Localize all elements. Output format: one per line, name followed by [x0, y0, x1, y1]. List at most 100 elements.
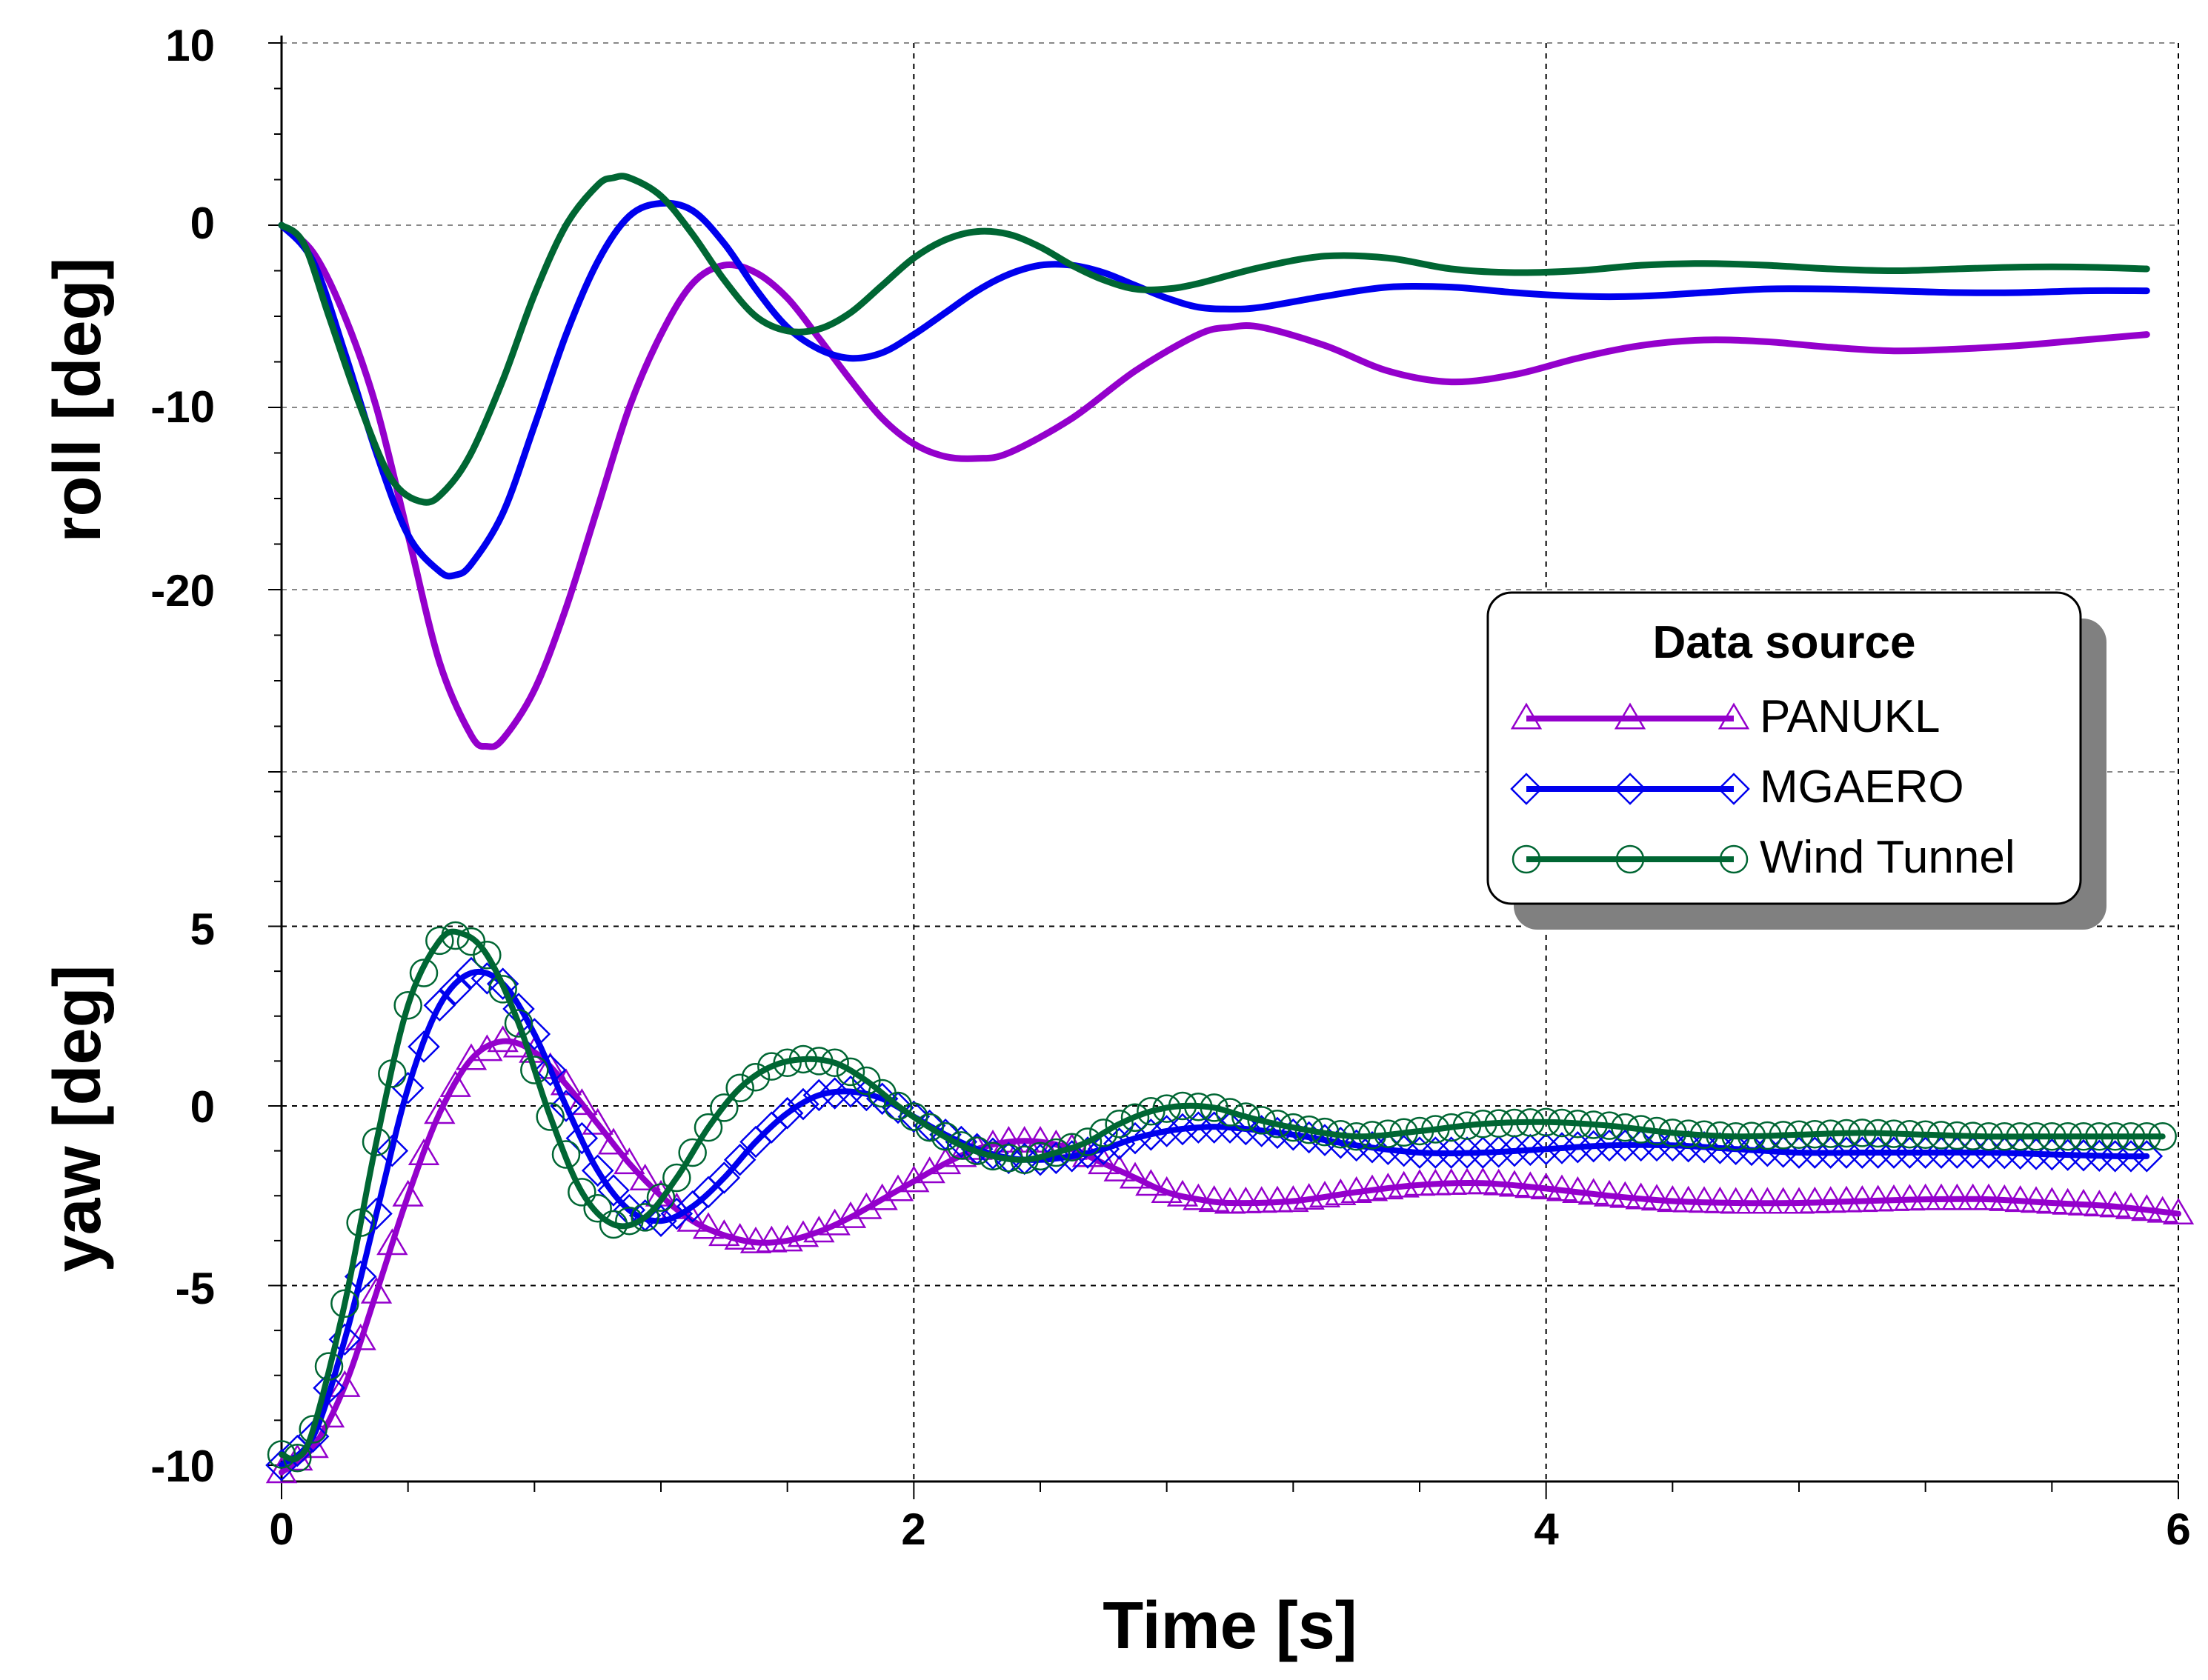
yaw-point-wind-tunnel: [473, 941, 502, 970]
yaw-point-mgaero: [565, 1121, 599, 1155]
yaw-series-panukl: [279, 1038, 2181, 1476]
yaw-point-wind-tunnel: [741, 1062, 771, 1092]
series-layer: [265, 173, 2195, 1484]
yaw-point-wind-tunnel: [931, 1121, 960, 1151]
yaw-point-panukl: [582, 1107, 613, 1135]
yaw-point-wind-tunnel: [1089, 1119, 1118, 1147]
yaw-point-wind-tunnel: [820, 1048, 849, 1078]
yaw-point-wind-tunnel: [504, 1009, 533, 1038]
yaw-point-mgaero: [1150, 1115, 1183, 1147]
yaw-point-wind-tunnel: [409, 959, 439, 987]
yaw-point-mgaero: [2067, 1139, 2100, 1172]
yaw-point-mgaero: [1624, 1129, 1657, 1162]
xtick-label-0: 0: [269, 1504, 293, 1554]
xtick-label-4: 4: [1534, 1504, 1559, 1554]
yaw-point-mgaero: [1546, 1132, 1578, 1164]
legend-marker-mgaero: [1614, 773, 1646, 805]
yaw-point-mgaero: [1798, 1136, 1832, 1169]
yaw-point-wind-tunnel: [1057, 1133, 1086, 1162]
yaw-point-mgaero: [439, 973, 472, 1006]
yaw-series-wind-tunnel: [279, 928, 2166, 1463]
legend-label-panukl: PANUKL: [1760, 691, 1941, 742]
yaw-point-mgaero: [455, 956, 488, 990]
yaw-point-wind-tunnel: [678, 1138, 707, 1167]
yaw-point-mgaero: [1529, 1133, 1563, 1165]
yaw-point-mgaero: [581, 1154, 614, 1187]
yaw-point-panukl: [408, 1139, 440, 1166]
yaw-point-panukl: [455, 1043, 488, 1070]
yaw-point-mgaero: [2115, 1140, 2147, 1173]
yaw-point-wind-tunnel: [536, 1102, 565, 1131]
yaw-point-mgaero: [360, 1197, 393, 1230]
axes-layer: [268, 36, 2179, 1499]
yaw-point-wind-tunnel: [662, 1163, 691, 1193]
legend-marker-wind-tunnel: [1719, 844, 1749, 874]
legend-marker-panukl: [1614, 702, 1646, 730]
yaw-point-mgaero: [2035, 1138, 2069, 1171]
yaw-point-wind-tunnel: [1105, 1110, 1134, 1139]
yaw-point-wind-tunnel: [520, 1056, 549, 1084]
yaw-point-mgaero: [296, 1420, 330, 1453]
yaw-point-mgaero: [1830, 1136, 1863, 1169]
yaw-point-mgaero: [1166, 1113, 1199, 1146]
yaw-series-mgaero: [279, 968, 2150, 1468]
yaw-point-mgaero: [391, 1071, 425, 1104]
yaw-point-mgaero: [1340, 1129, 1373, 1162]
legend-marker-wind-tunnel: [1512, 844, 1541, 874]
roll-axis-title: roll [deg]: [41, 258, 115, 543]
yaw-point-wind-tunnel: [883, 1091, 913, 1121]
yaw-point-mgaero: [708, 1161, 741, 1194]
yaw-point-mgaero: [1846, 1136, 1879, 1169]
yaw-point-mgaero: [1577, 1130, 1610, 1163]
yaw-point-mgaero: [723, 1143, 756, 1176]
yaw-point-mgaero: [1451, 1136, 1483, 1169]
yaw-point-wind-tunnel: [488, 975, 517, 1004]
yaw-point-wind-tunnel: [631, 1203, 659, 1232]
yaw-point-mgaero: [1514, 1133, 1547, 1167]
yaw-point-panukl: [613, 1147, 645, 1175]
yaw-point-wind-tunnel: [1231, 1102, 1260, 1131]
yaw-point-wind-tunnel: [725, 1073, 754, 1102]
yaw-point-wind-tunnel: [915, 1113, 944, 1142]
yaw-point-mgaero: [1482, 1136, 1515, 1168]
yaw-point-wind-tunnel: [1042, 1138, 1071, 1167]
yaw-point-wind-tunnel: [694, 1113, 723, 1142]
yaw-ytick-label-minus5: -5: [176, 1264, 215, 1313]
yaw-point-mgaero: [2083, 1139, 2116, 1173]
yaw-ytick-label-minus10: -10: [150, 1441, 215, 1491]
yaw-point-panukl: [329, 1370, 361, 1397]
yaw-point-panukl: [550, 1068, 582, 1096]
yaw-point-mgaero: [1466, 1136, 1500, 1169]
yaw-point-wind-tunnel: [836, 1057, 865, 1087]
legend-marker-wind-tunnel: [1615, 844, 1645, 874]
yaw-point-mgaero: [423, 989, 456, 1021]
roll-ytick-label-minus20: -20: [150, 566, 215, 616]
yaw-point-mgaero: [1814, 1136, 1847, 1169]
yaw-point-wind-tunnel: [1120, 1103, 1150, 1133]
yaw-point-panukl: [424, 1097, 456, 1124]
yaw-point-mgaero: [597, 1174, 630, 1207]
yaw-point-mgaero: [1878, 1136, 1910, 1169]
yaw-point-mgaero: [2130, 1140, 2164, 1173]
legend-marker-panukl: [1510, 702, 1543, 730]
yaw-point-wind-tunnel: [646, 1183, 676, 1212]
yaw-point-mgaero: [376, 1134, 409, 1167]
yaw-point-mgaero: [1498, 1134, 1531, 1167]
yaw-point-mgaero: [550, 1090, 582, 1122]
yaw-series-group-wind-tunnel: [267, 921, 2177, 1473]
legend-marker-mgaero: [1510, 773, 1543, 805]
roll-series-panukl: [278, 221, 2150, 750]
yaw-point-wind-tunnel: [568, 1178, 596, 1207]
roll-ytick-label-10: 10: [165, 21, 215, 70]
yaw-point-mgaero: [1214, 1111, 1246, 1144]
yaw-point-panukl: [566, 1088, 598, 1116]
yaw-point-mgaero: [408, 1030, 440, 1063]
yaw-point-mgaero: [1893, 1136, 1926, 1169]
yaw-point-mgaero: [533, 1053, 567, 1087]
legend-title: Data source: [1653, 617, 1916, 668]
yaw-point-mgaero: [518, 1018, 551, 1050]
yaw-point-mgaero: [1593, 1129, 1626, 1162]
yaw-ytick-label-5: 5: [190, 904, 215, 954]
yaw-point-wind-tunnel: [757, 1052, 786, 1081]
yaw-point-mgaero: [2098, 1140, 2132, 1173]
